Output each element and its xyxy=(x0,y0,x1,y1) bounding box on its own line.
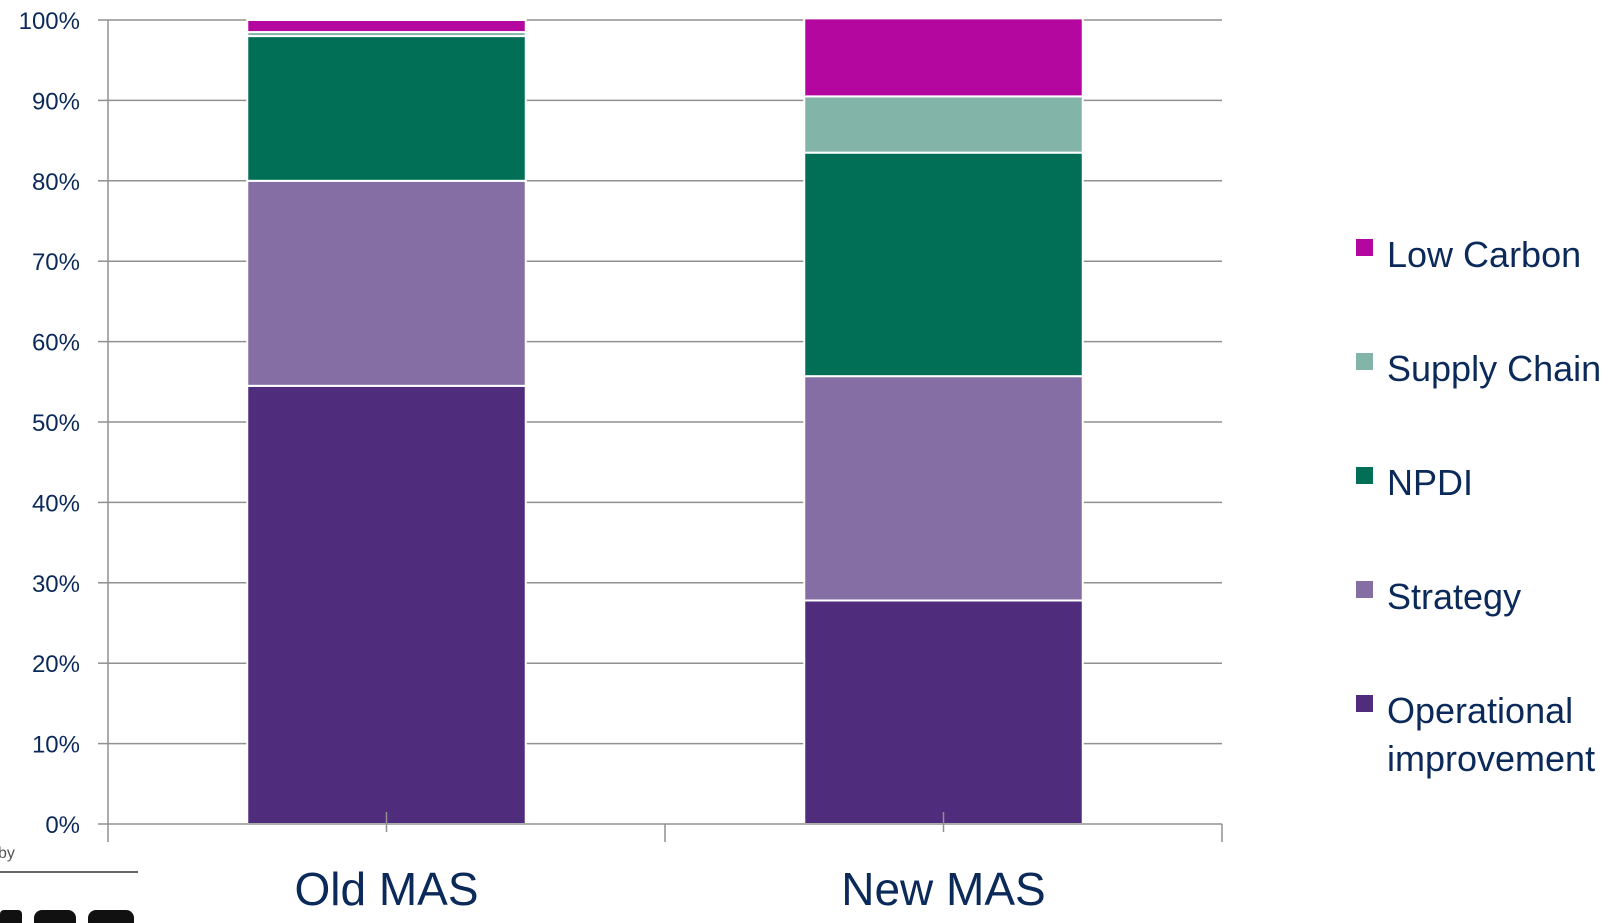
bar-segment xyxy=(246,384,527,825)
cropped-corner: by xyxy=(0,845,138,923)
legend-swatch xyxy=(1356,467,1373,484)
legend-label: improvement xyxy=(1387,738,1595,779)
logo-block xyxy=(88,910,134,923)
corner-text-fragment: by xyxy=(0,845,15,862)
y-tick-label: 40% xyxy=(32,490,80,517)
legend-label: Low Carbon xyxy=(1387,234,1581,275)
logo-block xyxy=(0,910,22,923)
y-tick-labels: 0% 10% 20% 30% 40% 50% 60% 70% 80% 90% 100% xyxy=(19,8,80,839)
legend-label: Operational xyxy=(1387,690,1573,731)
y-tick-label: 30% xyxy=(32,571,80,598)
legend-label: Supply Chain xyxy=(1387,348,1601,389)
y-tick-label: 20% xyxy=(32,651,80,678)
axes xyxy=(98,19,1223,842)
bar-segment xyxy=(803,17,1084,98)
y-tick-label: 60% xyxy=(32,330,80,357)
legend: Low Carbon Supply Chain NPDI Strategy Operat… xyxy=(1356,234,1601,779)
legend-swatch xyxy=(1356,581,1373,598)
legend-swatch xyxy=(1356,239,1373,256)
legend-label: NPDI xyxy=(1387,462,1473,503)
x-category-label: Old MAS xyxy=(294,863,478,915)
bar-segment xyxy=(246,179,527,387)
y-tick-label: 80% xyxy=(32,169,80,196)
y-tick-label: 100% xyxy=(19,8,80,35)
y-tick-label: 0% xyxy=(45,812,80,839)
y-tick-label: 50% xyxy=(32,410,80,437)
y-tick-label: 70% xyxy=(32,249,80,276)
bar-segment xyxy=(803,95,1084,154)
x-category-label: New MAS xyxy=(841,863,1045,915)
x-category-labels: Old MAS New MAS xyxy=(294,863,1045,915)
bar-segment xyxy=(246,19,527,34)
bars xyxy=(246,17,1084,825)
legend-swatch xyxy=(1356,695,1373,712)
y-tick-label: 10% xyxy=(32,732,80,759)
logo-block xyxy=(34,910,76,923)
legend-label: Strategy xyxy=(1387,576,1521,617)
bar-segment xyxy=(803,375,1084,602)
bar-segment xyxy=(803,599,1084,825)
y-tick-label: 90% xyxy=(32,88,80,115)
cropped-logo xyxy=(0,910,134,923)
legend-swatch xyxy=(1356,353,1373,370)
bar-segment xyxy=(803,151,1084,378)
bar-segment xyxy=(246,35,527,182)
